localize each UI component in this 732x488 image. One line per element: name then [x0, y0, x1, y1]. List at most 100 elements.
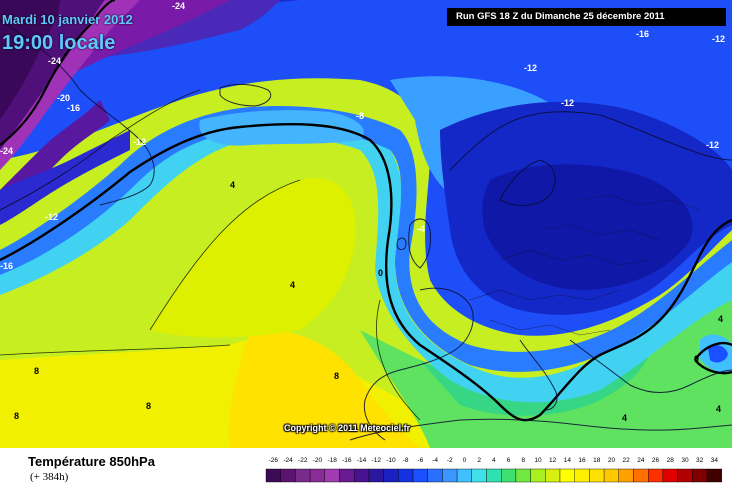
- scale-tick-label: 10: [534, 457, 542, 464]
- contour-label: -12: [712, 34, 725, 44]
- isotherm-zero: [0, 122, 732, 422]
- scale-swatch: [589, 468, 605, 483]
- contour-label: 8: [334, 371, 339, 381]
- scale-swatch: [383, 468, 399, 483]
- scale-swatch: [515, 468, 531, 483]
- scale-tick-label: -4: [432, 457, 438, 464]
- scale-swatch: [280, 468, 296, 483]
- contour-label: -12: [706, 140, 719, 150]
- scale-tick-label: -8: [403, 457, 409, 464]
- scale-swatch: [398, 468, 414, 483]
- contour-label: 8: [14, 411, 19, 421]
- isotherm-zero-east: [694, 341, 732, 375]
- isotherm-minus24: [0, 0, 116, 146]
- forecast-time: 19:00 locale: [2, 32, 116, 54]
- run-info: Run GFS 18 Z du Dimanche 25 décembre 201…: [456, 11, 665, 22]
- scale-tick-label: -24: [283, 457, 293, 464]
- scale-swatch: [574, 468, 590, 483]
- scale-tick-label: 34: [711, 457, 719, 464]
- temperature-map: -24 -24 -20 -16 -24 -12 -12 -16 -8 -12 -…: [0, 0, 732, 448]
- scale-swatch: [324, 468, 340, 483]
- scale-swatch: [295, 468, 311, 483]
- contour-label: -24: [0, 146, 13, 156]
- scale-swatch: [412, 468, 428, 483]
- coast-africa: [349, 418, 732, 441]
- coast-greenland: [0, 19, 155, 206]
- scale-swatch: [368, 468, 384, 483]
- contour-label: -24: [172, 1, 185, 11]
- scale-swatch: [706, 468, 722, 483]
- contour-label: -24: [48, 56, 61, 66]
- scale-tick-label: 8: [521, 457, 525, 464]
- scale-tick-label: 20: [608, 457, 616, 464]
- scale-swatch: [648, 468, 664, 483]
- contour-label: 4: [622, 413, 627, 423]
- scale-swatch: [559, 468, 575, 483]
- zone-green-yellow: [150, 178, 356, 338]
- scale-swatch: [692, 468, 708, 483]
- zone-yellow-strong: [228, 329, 420, 448]
- scale-swatch: [265, 468, 281, 483]
- scale-tick-label: 4: [492, 457, 496, 464]
- scale-swatch: [456, 468, 473, 483]
- scale-tick-label: 18: [593, 457, 601, 464]
- copyright-notice: Copyright © 2011 Meteociel.fr: [284, 423, 411, 433]
- contour-labels: -24 -24 -20 -16 -24 -12 -12 -16 -8 -12 -…: [0, 1, 725, 423]
- contour-label: -16: [636, 29, 649, 39]
- scale-tick-label: -6: [417, 457, 423, 464]
- scale-tick-label: 14: [564, 457, 572, 464]
- zone-green-se: [360, 290, 732, 448]
- scale-tick-label: 2: [477, 457, 481, 464]
- coastlines: [0, 19, 732, 441]
- scale-tick-label: -12: [372, 457, 382, 464]
- scale-tick-label: -10: [386, 457, 396, 464]
- scale-swatch: [545, 468, 561, 483]
- zone-cold-pocket-core: [708, 345, 728, 363]
- contour-label: 0: [694, 354, 699, 364]
- contour-label: -12: [524, 63, 537, 73]
- scale-swatch: [339, 468, 355, 483]
- scale-tick-label: 16: [578, 457, 586, 464]
- scale-tick-label: 28: [667, 457, 675, 464]
- contour-label: 4: [290, 280, 295, 290]
- coast-italy: [519, 339, 558, 411]
- scale-swatch: [353, 468, 370, 483]
- scale-swatch: [618, 468, 634, 483]
- color-scale: -26 -24 -22 -20 -18 -16 -14 -12 -10 -8 -6 -4 -2 0 2 4 6 8…: [265, 457, 722, 483]
- scale-swatch: [662, 468, 678, 483]
- coast-british-isles: [396, 218, 431, 269]
- contour-label: -16: [0, 261, 13, 271]
- coast-balkans: [569, 339, 732, 393]
- forecast-date: Mardi 10 janvier 2012: [2, 12, 133, 27]
- coast-iceland: [219, 83, 272, 107]
- legend-title: Température 850hPa: [28, 454, 155, 469]
- scale-swatch: [677, 468, 693, 483]
- scale-tick-label: -14: [357, 457, 367, 464]
- thin-contours: [0, 89, 421, 421]
- contour-label: -12: [561, 98, 574, 108]
- scale-swatch: [603, 468, 620, 483]
- legend-subtitle: (+ 384h): [30, 471, 69, 483]
- contour-label: 0: [378, 268, 383, 278]
- run-info-box: [447, 8, 726, 26]
- contour-label: -4: [417, 224, 425, 234]
- scale-swatch: [500, 468, 517, 483]
- contour-label: -16: [67, 103, 80, 113]
- scale-tick-label: -16: [342, 457, 352, 464]
- scale-tick-label: 30: [681, 457, 689, 464]
- scale-tick-label: 12: [549, 457, 557, 464]
- scale-swatch: [471, 468, 487, 483]
- contour-label: -20: [57, 93, 70, 103]
- scale-tick-label: 26: [652, 457, 660, 464]
- scale-tick-label: -26: [269, 457, 279, 464]
- coast-france-spain: [363, 287, 474, 441]
- contour-label: 8: [34, 366, 39, 376]
- contour-label: 4: [718, 314, 723, 324]
- scale-tick-label: 32: [696, 457, 704, 464]
- coast-scandinavia: [449, 111, 732, 206]
- contour-label: 4: [230, 180, 235, 190]
- contour-label: -12: [45, 212, 58, 222]
- zone-blue-core: [482, 164, 693, 290]
- zone-west-blue: [0, 130, 130, 225]
- contour-label: 4: [716, 404, 721, 414]
